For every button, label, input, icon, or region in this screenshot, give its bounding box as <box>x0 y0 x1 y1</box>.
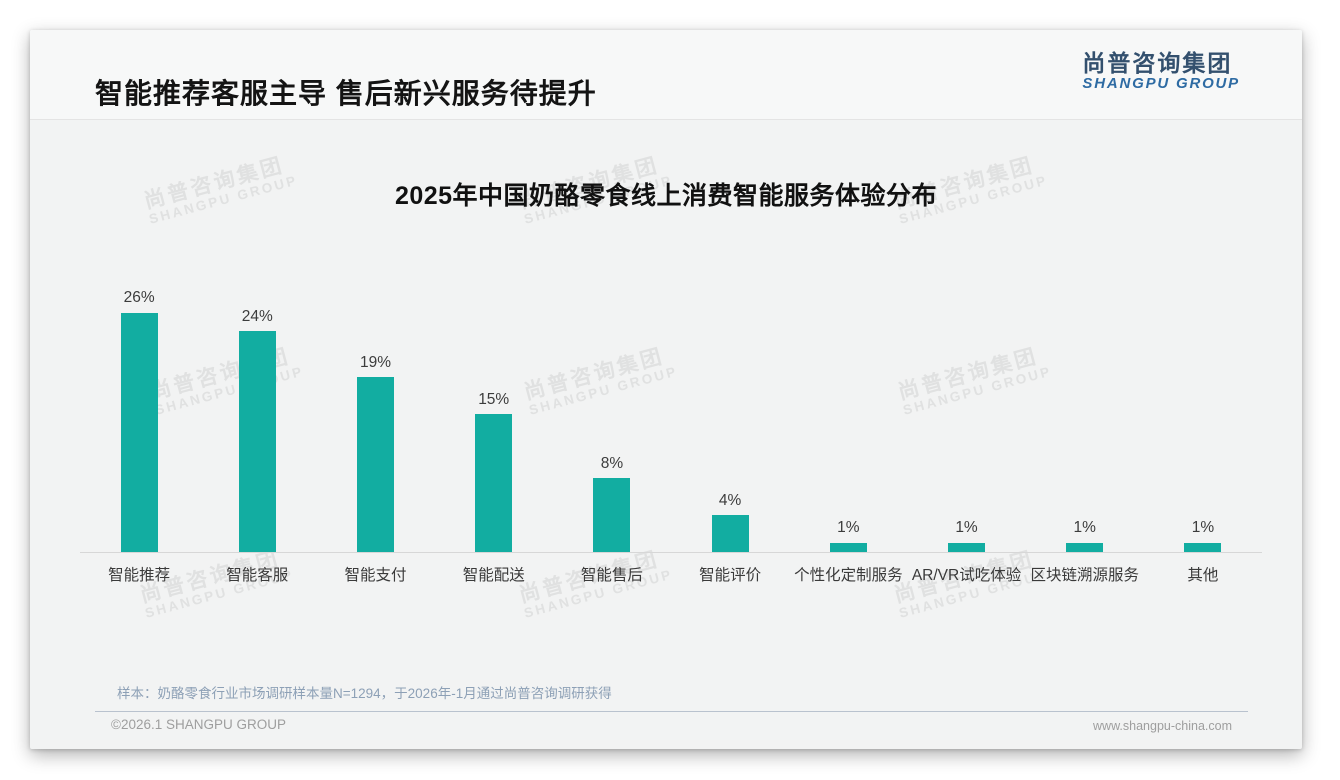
bar <box>1184 542 1222 552</box>
chart-plot-area: 26% 24% 19% 15% 8% 4% 1% 1% 1% 1% <box>80 282 1262 552</box>
company-logo: 尚普咨询集团 SHANGPU GROUP <box>1082 50 1240 93</box>
page-title: 智能推荐客服主导 售后新兴服务待提升 <box>95 78 597 109</box>
bar-value-label: 15% <box>478 390 510 408</box>
category-label: AR/VR试吃体验 <box>911 567 1022 584</box>
bar <box>475 414 513 552</box>
bar-column: 1% <box>789 282 907 552</box>
bar-column: 26% <box>80 282 198 552</box>
category-label: 智能客服 <box>226 567 289 584</box>
bar <box>948 542 986 552</box>
footer-divider <box>95 711 1248 712</box>
bar-column: 15% <box>435 282 553 552</box>
bar-column: 1% <box>1144 282 1262 552</box>
bar-value-label: 1% <box>955 519 978 537</box>
sample-footnote: 样本：奶酪零食行业市场调研样本量N=1294，于2026年-1月通过尚普咨询调研… <box>117 686 612 701</box>
category-label: 智能配送 <box>462 567 525 584</box>
website-text: www.shangpu-china.com <box>1093 719 1232 733</box>
content-layer: 智能推荐客服主导 售后新兴服务待提升 尚普咨询集团 SHANGPU GROUP … <box>30 30 1302 749</box>
slide-header: 智能推荐客服主导 售后新兴服务待提升 尚普咨询集团 SHANGPU GROUP <box>30 30 1302 120</box>
logo-english-text: SHANGPU GROUP <box>1082 75 1240 93</box>
category-label: 智能评价 <box>699 567 762 584</box>
bar <box>593 478 631 552</box>
report-slide: 尚普咨询集团 SHANGPU GROUP 尚普咨询集团 SHANGPU GROUP 尚普… <box>30 30 1302 749</box>
category-label: 智能支付 <box>344 567 407 584</box>
bar-column: 19% <box>316 282 434 552</box>
bar-value-label: 1% <box>1073 519 1096 537</box>
bar <box>120 312 158 552</box>
x-axis-labels: 智能推荐 智能客服 智能支付 智能配送 智能售后 智能评价 个性化定制服务 AR/VR试吃体验… <box>80 563 1262 585</box>
category-label: 区块链溯源服务 <box>1030 567 1139 584</box>
bar-value-label: 4% <box>718 491 742 509</box>
bar-value-label: 8% <box>600 454 624 472</box>
bar-value-label: 1% <box>1191 519 1215 537</box>
bar <box>829 542 867 552</box>
chart-title: 2025年中国奶酪零食线上消费智能服务体验分布 <box>394 182 938 210</box>
bar <box>1066 542 1104 552</box>
bar <box>357 377 394 552</box>
category-label: 个性化定制服务 <box>794 567 903 584</box>
copyright-text: ©2026.1 SHANGPU GROUP <box>111 717 287 732</box>
bar-column: 24% <box>198 282 316 552</box>
bar-column: 4% <box>671 282 789 552</box>
bar <box>238 331 276 552</box>
bar <box>711 515 749 552</box>
logo-chinese-text: 尚普咨询集团 <box>1082 50 1233 76</box>
category-label: 其他 <box>1187 567 1219 584</box>
bar-value-label: 19% <box>359 353 392 371</box>
bar-column: 1% <box>1026 282 1144 552</box>
bar-value-label: 1% <box>837 519 860 537</box>
bar-column: 1% <box>907 282 1025 552</box>
category-label: 智能推荐 <box>108 567 171 584</box>
x-axis-line <box>80 552 1262 553</box>
bar-value-label: 24% <box>241 307 273 325</box>
bar-value-label: 26% <box>123 289 155 307</box>
bar-column: 8% <box>553 282 671 552</box>
category-label: 智能售后 <box>580 567 643 584</box>
